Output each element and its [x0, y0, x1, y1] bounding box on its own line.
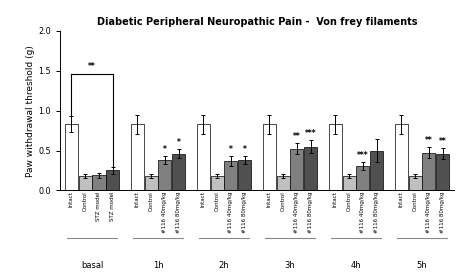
Text: *: * [177, 137, 180, 146]
Bar [131, 124, 144, 190]
Text: *: * [229, 145, 233, 154]
Title: Diabetic Peripheral Neuropathic Pain -  Von frey filaments: Diabetic Peripheral Neuropathic Pain - V… [97, 17, 417, 27]
Text: *: * [243, 145, 246, 154]
Bar [158, 160, 172, 190]
Text: 2h: 2h [219, 261, 230, 270]
Bar [263, 124, 276, 190]
Bar [356, 166, 369, 190]
Bar [277, 176, 290, 190]
Bar [422, 153, 436, 190]
Text: ***: *** [305, 129, 316, 138]
Bar [395, 124, 408, 190]
Text: *: * [163, 145, 167, 154]
Bar [78, 176, 92, 190]
Bar [145, 176, 158, 190]
Text: **: ** [293, 132, 301, 141]
Bar [211, 176, 224, 190]
Text: **: ** [425, 136, 433, 145]
Text: ***: *** [357, 151, 369, 160]
Bar [197, 124, 210, 190]
Bar [106, 171, 119, 190]
Bar [342, 176, 356, 190]
Bar [304, 146, 317, 190]
Bar [92, 175, 106, 190]
Text: 1h: 1h [153, 261, 163, 270]
Bar [370, 151, 383, 190]
Bar [172, 154, 185, 190]
Bar [238, 160, 251, 190]
Bar [224, 161, 237, 190]
Text: **: ** [88, 62, 96, 71]
Text: 3h: 3h [285, 261, 296, 270]
Bar [65, 124, 78, 190]
Text: **: ** [439, 137, 447, 146]
Text: 4h: 4h [351, 261, 361, 270]
Bar [409, 176, 422, 190]
Bar [291, 149, 303, 190]
Text: basal: basal [81, 261, 103, 270]
Bar [329, 124, 342, 190]
Bar [436, 154, 449, 190]
Y-axis label: Paw withdrawal threshold (g): Paw withdrawal threshold (g) [26, 45, 35, 176]
Text: 5h: 5h [417, 261, 427, 270]
